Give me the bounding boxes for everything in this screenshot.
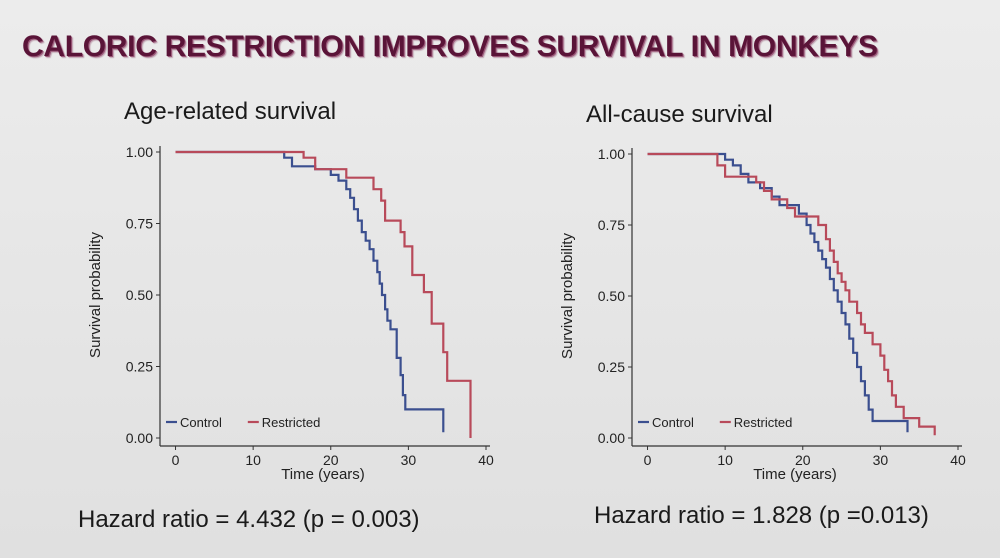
y-tick-label: 0.25: [598, 359, 625, 375]
x-tick-label: 10: [245, 452, 261, 468]
age-related-survival-chart: 0.00 0.25 0.50 0.75 1.00 0 10 20 30 40 Time (years…: [87, 144, 494, 483]
y-tick-label: 0.75: [598, 217, 625, 233]
x-axis-label: Time (years): [753, 466, 837, 483]
x-tick-label: 30: [401, 452, 417, 468]
y-tick-label: 1.00: [126, 144, 153, 160]
slide-title: CALORIC RESTRICTION IMPROVES SURVIVAL IN…: [22, 30, 878, 63]
hazard-ratio-age-related: Hazard ratio = 4.432 (p = 0.003): [78, 506, 420, 533]
legend-label-control: Control: [180, 415, 222, 430]
series-line-control: [647, 152, 909, 433]
y-tick-label: 0.00: [126, 430, 153, 446]
y-tick-label: 0.50: [598, 288, 625, 304]
y-tick-label: 0.50: [126, 287, 153, 303]
chart-title-age-related: Age-related survival: [124, 98, 337, 125]
x-tick-label: 10: [717, 452, 733, 468]
y-tick-label: 1.00: [598, 146, 625, 162]
series-line-control: [175, 150, 445, 433]
y-tick-label: 0.25: [126, 359, 153, 375]
series-line-restricted: [647, 152, 936, 436]
x-tick-label: 0: [172, 452, 180, 468]
x-tick-label: 30: [873, 452, 889, 468]
legend-label-control: Control: [652, 415, 694, 430]
legend-label-restricted: Restricted: [262, 415, 321, 430]
y-tick-label: 0.00: [598, 430, 625, 446]
all-cause-survival-chart: 0.00 0.25 0.50 0.75 1.00 0 10 20 30 40 Time (years…: [560, 146, 966, 483]
y-tick-label: 0.75: [126, 216, 153, 232]
y-axis-label: Survival probability: [560, 233, 576, 359]
x-tick-label: 20: [323, 452, 339, 468]
legend-label-restricted: Restricted: [734, 415, 793, 430]
y-axis-label: Survival probability: [87, 232, 104, 358]
x-axis-label: Time (years): [281, 466, 365, 483]
chart-title-all-cause: All-cause survival: [586, 101, 773, 128]
x-tick-label: 20: [795, 452, 811, 468]
series-line-restricted: [175, 150, 472, 438]
x-tick-label: 0: [644, 452, 652, 468]
x-tick-label: 40: [950, 452, 966, 468]
x-tick-label: 40: [478, 452, 494, 468]
hazard-ratio-all-cause: Hazard ratio = 1.828 (p =0.013): [594, 502, 929, 529]
